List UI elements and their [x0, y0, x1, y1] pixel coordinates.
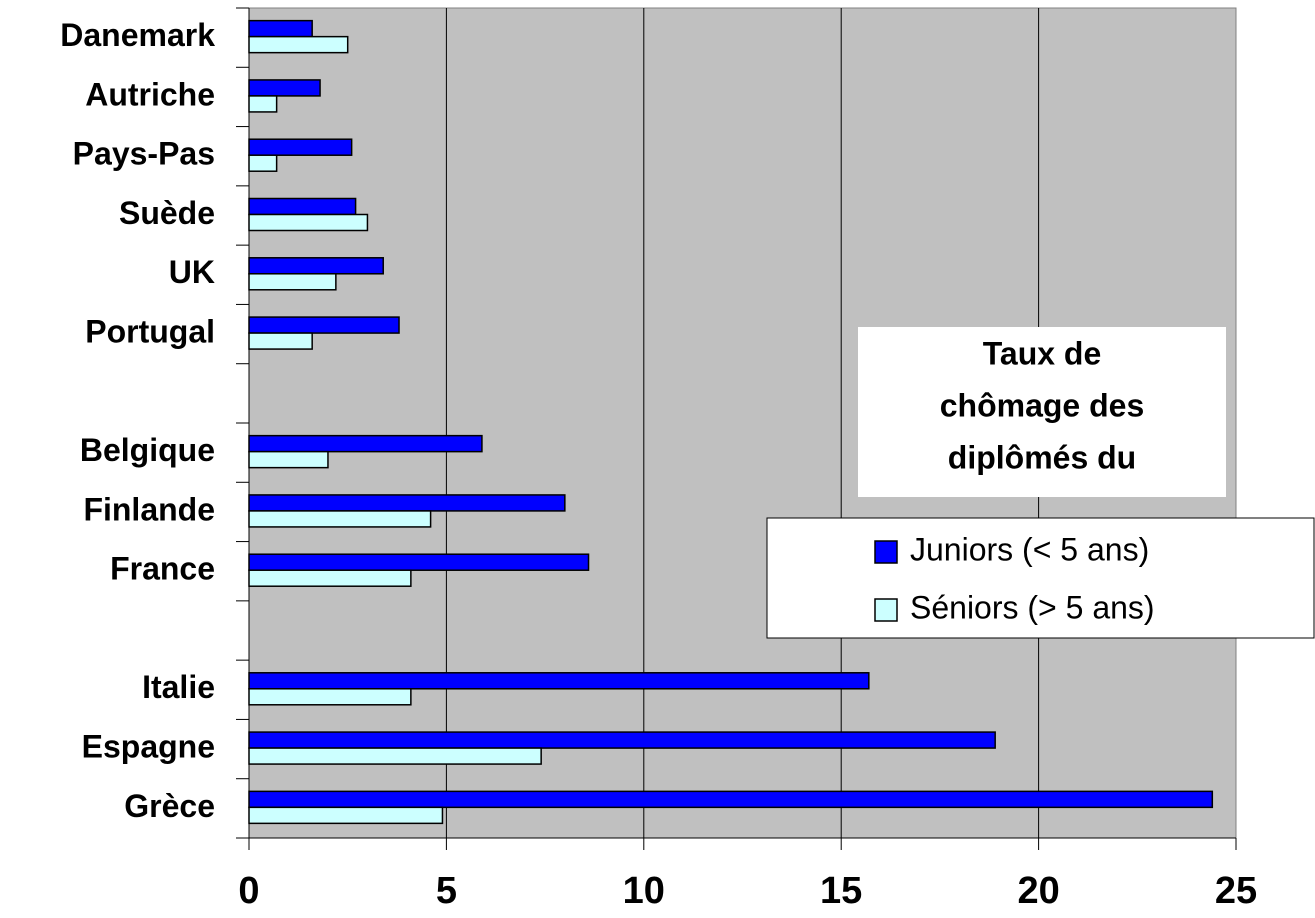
bar	[248, 688, 412, 706]
y-tick-label: Espagne	[82, 729, 215, 765]
y-tick-label: Suède	[119, 195, 215, 231]
x-tick-label: 20	[1017, 870, 1059, 912]
legend	[766, 517, 1315, 639]
bar	[248, 154, 278, 172]
y-tick-label: France	[110, 551, 215, 587]
x-tick-label: 25	[1215, 870, 1257, 912]
legend-label: Juniors (< 5 ans)	[910, 531, 1149, 567]
legend-title: Taux de	[983, 335, 1102, 371]
y-tick-label: Finlande	[83, 491, 215, 527]
bar	[248, 273, 337, 291]
x-tick-label: 0	[238, 870, 259, 912]
bar	[248, 672, 870, 690]
x-tick-label: 10	[623, 870, 665, 912]
y-tick-label: UK	[169, 254, 215, 290]
bar	[248, 332, 313, 350]
bar	[248, 213, 369, 232]
bar	[248, 731, 996, 749]
bar	[248, 138, 353, 156]
bar	[248, 79, 321, 97]
legend-title: diplômés du	[948, 439, 1136, 475]
y-tick-label: Belgique	[80, 432, 215, 468]
bar	[248, 790, 1214, 809]
legend-swatch	[874, 598, 898, 622]
x-tick-label: 5	[436, 870, 457, 912]
bar	[248, 747, 542, 765]
bar	[248, 35, 349, 54]
bar	[248, 450, 329, 469]
bar	[248, 569, 412, 587]
legend-title: chômage des	[940, 387, 1145, 423]
y-tick-label: Italie	[142, 669, 215, 705]
bar	[248, 806, 444, 825]
bar	[248, 19, 313, 38]
bar	[248, 197, 357, 216]
bar	[248, 434, 483, 453]
y-tick-label: Grèce	[124, 788, 215, 824]
y-tick-label: Danemark	[60, 17, 215, 53]
bar	[248, 95, 278, 113]
legend-title-box	[858, 327, 1226, 497]
bar	[248, 257, 384, 275]
legend-swatch	[874, 540, 898, 564]
y-tick-label: Autriche	[85, 76, 215, 112]
y-tick-label: Pays-Pas	[73, 136, 215, 172]
bar	[248, 553, 590, 571]
bar	[248, 316, 400, 334]
bar	[248, 494, 566, 512]
y-tick-label: Portugal	[85, 314, 215, 350]
bar	[248, 510, 432, 528]
legend-label: Séniors (> 5 ans)	[910, 589, 1155, 625]
x-tick-label: 15	[820, 870, 862, 912]
